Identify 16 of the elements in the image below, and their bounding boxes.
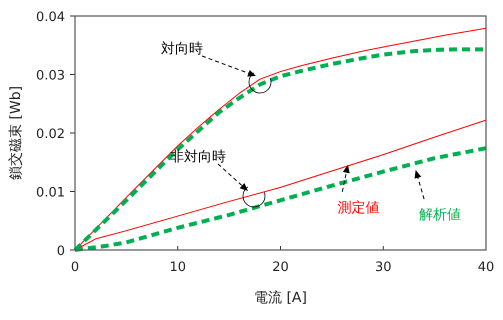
y-axis-title: 鎖交磁束 [Wb] [8, 86, 24, 180]
annotation: 測定値 [337, 200, 380, 216]
x-tick-label: 0 [70, 260, 80, 275]
y-tick-label: 0.02 [36, 127, 65, 142]
annotation: 対向時 [161, 41, 203, 57]
x-tick-label: 40 [478, 260, 494, 275]
annotation: 非対向時 [170, 149, 226, 165]
annotation: 解析値 [419, 207, 462, 224]
x-tick-label: 20 [272, 260, 289, 275]
x-tick-label: 10 [169, 260, 186, 275]
x-tick-label: 30 [374, 260, 392, 275]
x-axis-title: 電流 [A] [254, 290, 307, 306]
y-tick-label: 0.03 [36, 68, 65, 84]
y-tick-label: 0.04 [36, 10, 65, 25]
y-tick-label: 0.01 [36, 186, 65, 200]
y-tick-label: 0 [56, 244, 65, 259]
